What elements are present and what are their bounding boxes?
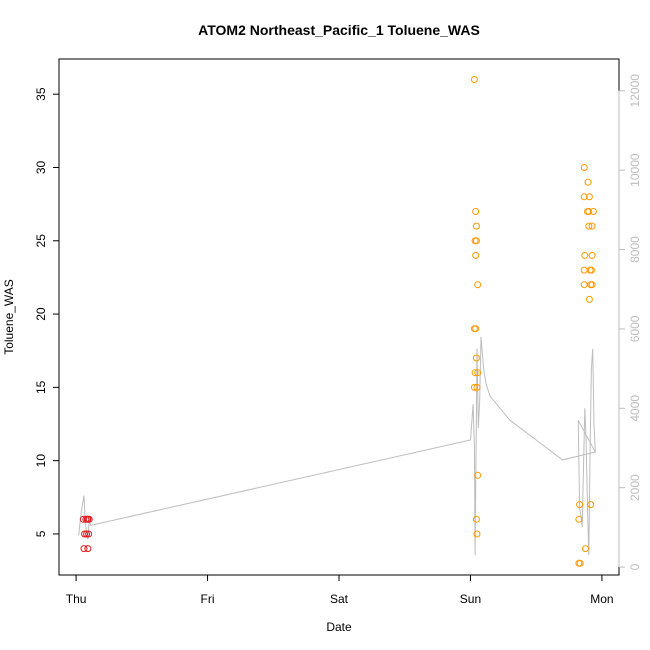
data-point [588, 222, 596, 230]
y-tick-label: 10 [34, 454, 48, 468]
y-axis: 5 10 15 20 25 30 35 [34, 87, 60, 537]
data-point [85, 530, 93, 538]
y-tick-label: 20 [34, 307, 48, 321]
x-tick-label: Thu [66, 592, 87, 606]
data-point [585, 193, 593, 201]
y-tick-label: 15 [34, 380, 48, 394]
chart-title: ATOM2 Northeast_Pacific_1 Toluene_WAS [198, 22, 480, 38]
data-point [474, 369, 482, 377]
data-point [581, 251, 589, 259]
data-point [576, 559, 584, 567]
y-tick-label: 35 [34, 87, 48, 101]
data-point [582, 545, 589, 553]
data-point [472, 222, 480, 230]
data-point [472, 325, 480, 333]
data-point [575, 515, 583, 523]
x-axis: Thu Fri Sat Sun Mon [66, 574, 614, 606]
x-tick-label: Sun [460, 592, 481, 606]
y-tick-label: 25 [34, 234, 48, 248]
data-point [580, 281, 588, 289]
data-point [585, 295, 593, 303]
data-point [472, 251, 480, 259]
x-axis-label: Date [326, 620, 352, 634]
y2-tick-label: 0 [628, 563, 642, 570]
y-tick-label: 5 [34, 530, 48, 537]
y2-tick-label: 4000 [628, 395, 642, 422]
x-tick-label: Mon [590, 592, 613, 606]
data-point [576, 501, 584, 509]
data-point [83, 530, 91, 538]
data-point [588, 251, 596, 259]
altitude-line-layer [78, 336, 597, 556]
y2-axis: 0 2000 4000 6000 8000 10000 12000 [618, 74, 642, 570]
data-point [472, 354, 480, 362]
data-point [580, 193, 588, 201]
data-point [471, 369, 479, 377]
data-point [81, 530, 89, 538]
data-point [473, 383, 481, 391]
data-point [472, 208, 480, 215]
data-point [585, 208, 593, 215]
altitude-line [78, 336, 597, 556]
y2-tick-label: 6000 [628, 315, 642, 342]
plot-frame [58, 58, 620, 576]
points-layer [79, 76, 597, 567]
data-point [472, 515, 480, 523]
y2-tick-label: 2000 [628, 474, 642, 501]
data-point [84, 515, 92, 523]
data-point [587, 266, 595, 274]
x-tick-label: Fri [201, 592, 215, 606]
x-tick-label: Sat [330, 592, 349, 606]
data-point [587, 501, 595, 509]
data-point [470, 76, 478, 83]
data-point [589, 208, 597, 215]
data-point [580, 164, 588, 171]
data-point [470, 383, 478, 391]
y2-tick-label: 10000 [628, 153, 642, 187]
data-point [474, 281, 482, 289]
data-point [80, 545, 88, 553]
data-point [473, 530, 481, 538]
y-axis-label: Toluene_WAS [2, 279, 16, 355]
y2-tick-label: 12000 [628, 74, 642, 108]
data-point [584, 178, 592, 186]
data-point [585, 222, 593, 230]
data-point [84, 545, 92, 553]
y2-tick-label: 8000 [628, 236, 642, 263]
y-tick-label: 30 [34, 160, 48, 174]
data-point [588, 281, 596, 289]
data-point [472, 237, 480, 245]
data-point [580, 266, 588, 274]
data-point [474, 471, 482, 479]
